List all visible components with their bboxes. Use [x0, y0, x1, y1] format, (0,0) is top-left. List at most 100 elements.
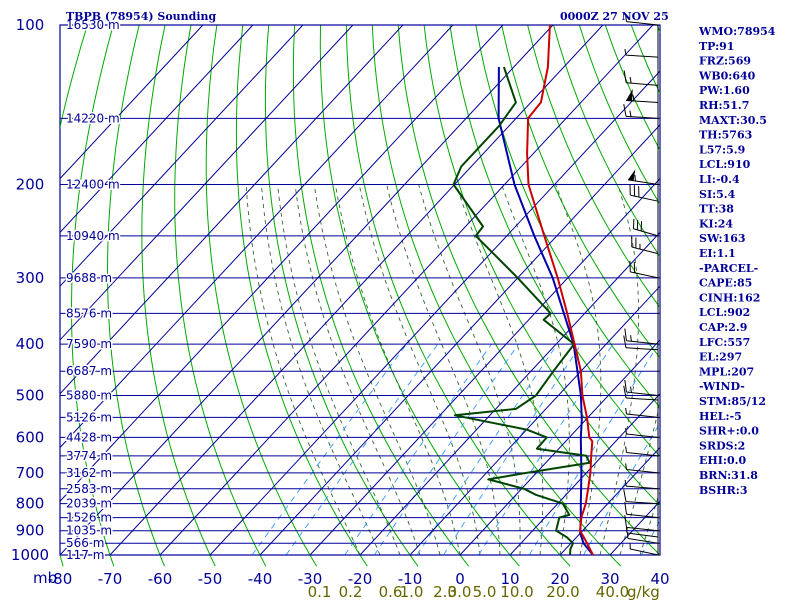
index-value: TP:91 — [699, 40, 734, 53]
mixing-ratio-tick-label: 40.0 — [596, 583, 629, 600]
wind-barb-staff — [625, 115, 659, 119]
height-label: 3774 m — [66, 449, 112, 463]
wind-barb-staff — [626, 485, 659, 490]
isotherm-line — [60, 25, 504, 502]
mixing-ratio-tick-label: 0.2 — [339, 583, 363, 600]
wind-barb — [624, 515, 659, 532]
dry-adiabat-line — [319, 25, 520, 567]
pressure-tick-label: 500 — [16, 386, 45, 404]
wind-barb-full — [623, 104, 627, 117]
wind-barb-flag — [626, 88, 633, 101]
dry-adiabat-line — [345, 25, 571, 567]
isotherm-line — [509, 392, 660, 556]
wind-barb-half — [625, 407, 627, 415]
height-label: 4428 m — [66, 430, 112, 444]
index-value: LCL:902 — [699, 306, 750, 319]
mixing-ratio-lines — [251, 343, 660, 556]
wind-barb — [624, 379, 659, 396]
wind-barb-full — [623, 335, 627, 348]
height-label: 8576 m — [66, 306, 112, 320]
height-label: 16530 m — [66, 18, 120, 32]
mixing-ratio-line — [285, 343, 439, 556]
isotherm-line — [259, 124, 660, 556]
isotherm-line — [60, 25, 554, 556]
wind-barb-half — [625, 446, 627, 453]
chart-datetime: 0000Z 27 NOV 25 — [560, 10, 669, 23]
wind-barb-staff — [627, 532, 659, 538]
height-label: 2583 m — [66, 482, 112, 496]
pressure-tick-label: 100 — [16, 16, 45, 34]
height-label: 14220 m — [66, 111, 120, 125]
wind-barb-staff — [626, 451, 659, 457]
wind-barb-staff — [627, 537, 659, 544]
wind-barb — [629, 543, 659, 556]
wind-barb — [627, 169, 659, 186]
index-value: SRDS:2 — [699, 439, 745, 452]
index-value: LCL:910 — [699, 158, 751, 171]
wind-barb-staff — [626, 21, 659, 26]
wind-barb — [632, 218, 659, 237]
wind-barb-full — [624, 379, 627, 393]
height-label: 117 m — [66, 548, 104, 562]
wind-barb — [623, 70, 659, 86]
pressure-tick-label: 200 — [16, 176, 45, 194]
wind-barb — [625, 463, 659, 474]
moist-adiabat-line — [313, 184, 441, 556]
dewpoint-trace — [452, 66, 591, 556]
mixing-ratio-unit-label: g/kg — [627, 583, 660, 600]
index-value: CINH:162 — [699, 291, 760, 304]
dry-adiabat-line — [292, 25, 470, 567]
wind-barb-staff — [626, 469, 659, 474]
isotherm-line — [60, 25, 204, 180]
dry-adiabat-line — [774, 1, 800, 567]
wind-barb-staff — [627, 179, 659, 186]
mixing-ratio-line — [374, 343, 519, 556]
isotherm-line — [409, 285, 660, 556]
wind-barb-half — [629, 110, 632, 117]
wind-barb — [623, 104, 659, 119]
wind-barb — [625, 526, 659, 538]
wind-barb-staff — [630, 548, 659, 556]
index-value: MAXT:30.5 — [699, 114, 767, 127]
height-label: 5880 m — [66, 388, 112, 402]
moist-adiabat-line — [455, 184, 544, 556]
dry-adiabat-line — [174, 25, 267, 567]
mixing-ratio-tick-label: 1.0 — [400, 583, 424, 600]
index-value: HEL:-5 — [699, 410, 742, 423]
height-label: 7590 m — [66, 337, 112, 351]
wind-barb-staff — [625, 347, 659, 351]
wind-barb — [624, 501, 659, 519]
wind-barb-half — [629, 76, 632, 84]
dry-adiabat-line — [397, 25, 660, 556]
dewpoint-line — [452, 66, 591, 556]
wind-barb-staff — [626, 413, 659, 418]
wind-barb-half — [624, 479, 627, 487]
index-value: SI:5.4 — [699, 188, 736, 201]
wind-barb — [623, 385, 659, 401]
index-value: BRN:31.8 — [699, 469, 758, 482]
wind-barb-half — [630, 386, 632, 393]
mixing-ratio-tick-label: 5.0 — [473, 583, 497, 600]
index-value: RH:51.7 — [699, 99, 749, 112]
pressure-tick-label: 700 — [16, 464, 45, 482]
pressure-tick-label: 1000 — [11, 546, 49, 564]
wind-barb — [631, 236, 659, 255]
isotherms — [60, 25, 660, 556]
wind-barb-full — [623, 489, 627, 502]
mixing-ratio-tick-label: 3.0 — [448, 583, 472, 600]
index-value: -PARCEL- — [699, 262, 758, 275]
wind-barb-half — [630, 335, 632, 342]
index-value: LFC:557 — [699, 336, 750, 349]
isotherm-line — [60, 25, 354, 341]
dry-adiabat-line — [552, 25, 660, 258]
pressure-tick-label: 300 — [16, 269, 45, 287]
isotherm-line — [60, 25, 404, 395]
temperature-tick-label: 30 — [600, 570, 619, 588]
isotherm-line — [559, 446, 660, 556]
index-value: PW:1.60 — [699, 84, 750, 97]
dry-adiabat-line — [107, 25, 165, 567]
moist-adiabat-line — [555, 184, 602, 556]
isotherm-line — [60, 25, 254, 234]
wind-barb — [625, 427, 659, 438]
isotherm-line — [60, 25, 454, 449]
